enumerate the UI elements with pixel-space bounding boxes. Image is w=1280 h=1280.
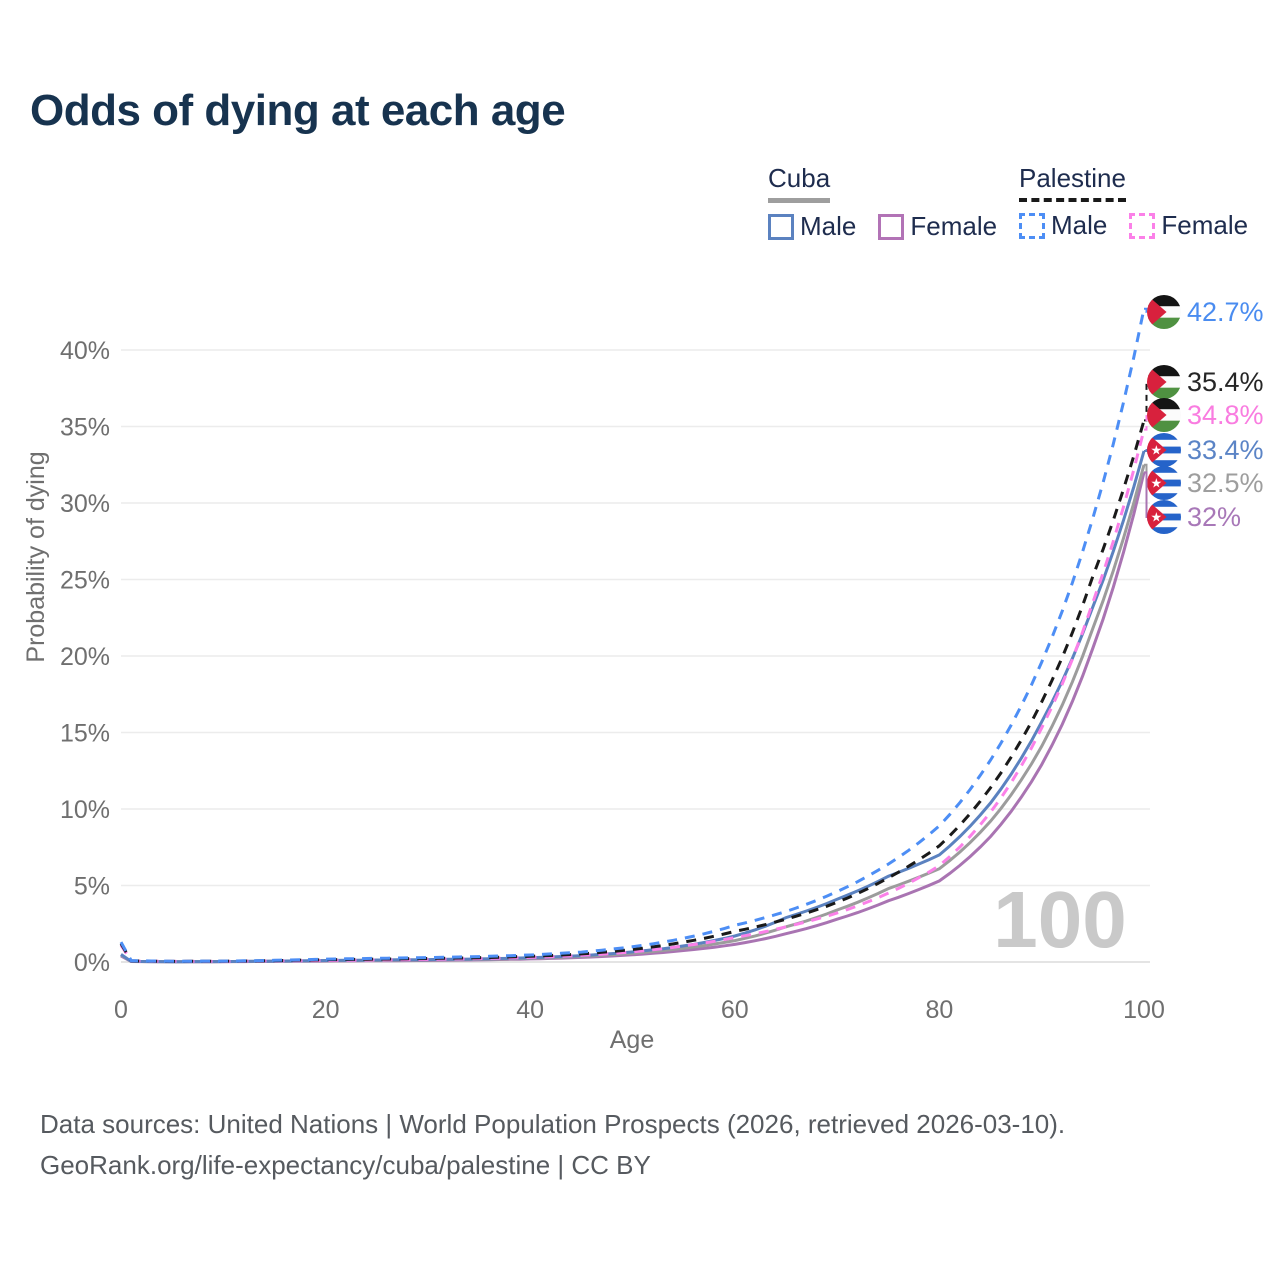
- y-tick-label: 35%: [60, 414, 110, 442]
- y-tick-label: 25%: [60, 567, 110, 595]
- legend-label-cuba-male: Male: [800, 211, 857, 241]
- series-line-palestine-female[interactable]: [119, 429, 1146, 963]
- label-connector-palestine-female: [1144, 414, 1150, 431]
- end-value-label-cuba-both: 32.5%: [1187, 468, 1264, 498]
- x-tick-label: 40: [516, 996, 544, 1024]
- legend-item-palestine-male[interactable]: Male: [1019, 210, 1107, 241]
- hover-age-watermark: 100: [993, 875, 1126, 964]
- y-axis-title: Probability of dying: [22, 451, 50, 662]
- series-line-palestine-both[interactable]: [119, 419, 1146, 963]
- palestine-flag-icon: [1147, 365, 1181, 399]
- legend-country-palestine[interactable]: Palestine: [1019, 163, 1126, 202]
- legend-label-palestine-female: Female: [1161, 210, 1249, 240]
- legend-group-cuba: Cuba Male Female: [768, 163, 997, 242]
- x-tick-label: 100: [1123, 996, 1165, 1024]
- cuba-male-swatch-icon: [768, 213, 794, 240]
- label-connector-palestine-male: [1144, 307, 1150, 313]
- footer-sources-line: Data sources: United Nations | World Pop…: [40, 1109, 1066, 1139]
- end-value-label-cuba-male: 33.4%: [1187, 435, 1264, 465]
- series-line-cuba-both[interactable]: [120, 464, 1146, 964]
- y-tick-label: 0%: [74, 949, 110, 977]
- y-tick-label: 15%: [60, 720, 110, 748]
- cuba-flag-icon: ★: [1147, 466, 1181, 500]
- x-tick-label: 80: [925, 996, 953, 1024]
- footer-attribution-line: GeoRank.org/life-expectancy/cuba/palesti…: [40, 1150, 651, 1180]
- cuba-star-icon: ★: [1151, 443, 1163, 458]
- legend-label-palestine-male: Male: [1051, 210, 1108, 240]
- cuba-flag-icon: ★: [1147, 433, 1181, 467]
- page-title: Odds of dying at each age: [30, 86, 566, 135]
- end-value-label-palestine-female: 34.8%: [1187, 400, 1264, 430]
- legend-item-palestine-female[interactable]: Female: [1129, 210, 1248, 241]
- x-axis-title: Age: [610, 1026, 654, 1054]
- y-tick-label: 20%: [60, 643, 110, 671]
- cuba-star-icon: ★: [1151, 510, 1163, 525]
- y-tick-label: 10%: [60, 796, 110, 824]
- end-value-label-cuba-female: 32%: [1187, 502, 1241, 532]
- cuba-flag-icon: ★: [1147, 500, 1181, 534]
- data-source-footer: Data sources: United Nations | World Pop…: [40, 1104, 1065, 1186]
- end-value-label-palestine-male: 42.7%: [1187, 297, 1264, 327]
- palestine-flag-icon: [1147, 398, 1181, 432]
- series-line-cuba-female[interactable]: [120, 472, 1146, 964]
- end-value-label-palestine-both: 35.4%: [1187, 367, 1264, 397]
- x-tick-label: 0: [114, 996, 128, 1024]
- palestine-flag-icon: [1147, 295, 1181, 329]
- legend-group-palestine: Palestine Male Female: [1019, 163, 1248, 241]
- y-tick-label: 30%: [60, 490, 110, 518]
- legend-item-cuba-male[interactable]: Male: [768, 211, 856, 242]
- legend-label-cuba-female: Female: [910, 211, 998, 241]
- legend-country-cuba[interactable]: Cuba: [768, 163, 831, 203]
- cuba-female-swatch-icon: [878, 213, 905, 240]
- series-line-palestine-male[interactable]: [119, 308, 1146, 963]
- x-tick-label: 60: [721, 996, 749, 1024]
- y-tick-label: 40%: [60, 337, 110, 365]
- legend-item-cuba-female[interactable]: Female: [878, 211, 997, 242]
- y-tick-label: 5%: [74, 873, 110, 901]
- x-tick-label: 20: [312, 996, 340, 1024]
- label-connector-palestine-both: [1144, 381, 1150, 422]
- palestine-female-swatch-icon: [1129, 212, 1156, 239]
- palestine-male-swatch-icon: [1019, 212, 1045, 239]
- cuba-star-icon: ★: [1151, 476, 1163, 491]
